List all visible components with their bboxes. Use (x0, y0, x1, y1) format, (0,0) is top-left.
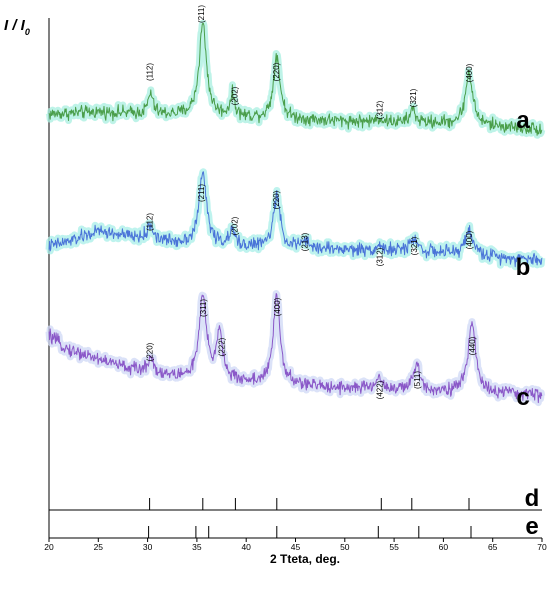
reference-patterns: de (49, 485, 542, 540)
x-tick-label: 55 (389, 542, 399, 552)
x-tick-label: 30 (143, 542, 153, 552)
series-label-b: b (516, 254, 531, 281)
peak-label-b: (112) (146, 213, 155, 231)
x-tick-label: 40 (241, 542, 251, 552)
x-tick-label: 70 (537, 542, 547, 552)
peak-label-b: (202) (230, 216, 239, 235)
x-tick-label: 25 (94, 542, 104, 552)
x-tick-label: 45 (291, 542, 301, 552)
peak-label-b: (400) (465, 230, 474, 249)
peak-label-c: (422) (375, 380, 384, 399)
x-axis-label: 2 Tteta, deg. (270, 552, 340, 566)
y-axis-label: I / I0 (4, 17, 30, 37)
peak-label-a: (321) (409, 88, 418, 107)
peak-label-a: (112) (146, 63, 155, 81)
series-label-a: a (516, 107, 530, 134)
peak-label-b: (211) (197, 184, 206, 202)
trace-c (48, 293, 543, 404)
trace-a (48, 22, 543, 136)
peak-label-b: (220) (272, 190, 281, 209)
peak-label-b: (312) (375, 247, 384, 266)
reference-label-e: e (525, 513, 538, 540)
x-tick-label: 35 (192, 542, 202, 552)
y-axis-label-subscript: 0 (25, 27, 30, 37)
peak-label-a: (400) (465, 63, 474, 82)
series-label-c: c (516, 384, 529, 411)
x-ticks: 20 25 30 35 40 45 50 55 60 65 70 (44, 538, 547, 552)
peak-label-a: (220) (272, 62, 281, 81)
peak-label-c: (222) (218, 337, 227, 356)
peak-label-a: (211) (197, 5, 206, 23)
peak-label-b: (213) (300, 232, 309, 251)
peak-label-a: (312) (375, 100, 384, 119)
peak-label-c: (511) (413, 371, 422, 389)
x-tick-label: 60 (439, 542, 449, 552)
peak-label-c: (220) (146, 342, 155, 361)
peak-label-b: (321) (410, 236, 419, 255)
x-tick-label: 50 (340, 542, 350, 552)
trace-b (48, 171, 543, 268)
peak-label-c: (400) (273, 297, 282, 316)
reference-label-d: d (525, 485, 540, 512)
x-tick-label: 20 (44, 542, 54, 552)
peak-label-c: (440) (468, 336, 477, 355)
peak-label-c: (311) (199, 299, 208, 317)
peak-label-a: (202) (230, 86, 239, 105)
trace-b-glow (45, 168, 546, 271)
x-tick-label: 65 (488, 542, 498, 552)
y-axis-label-main: I / I (4, 17, 26, 34)
peak-labels: (112) (211) (202) (220) (312) (321) (400) a (112… (146, 5, 531, 411)
spectra-traces (45, 19, 546, 407)
